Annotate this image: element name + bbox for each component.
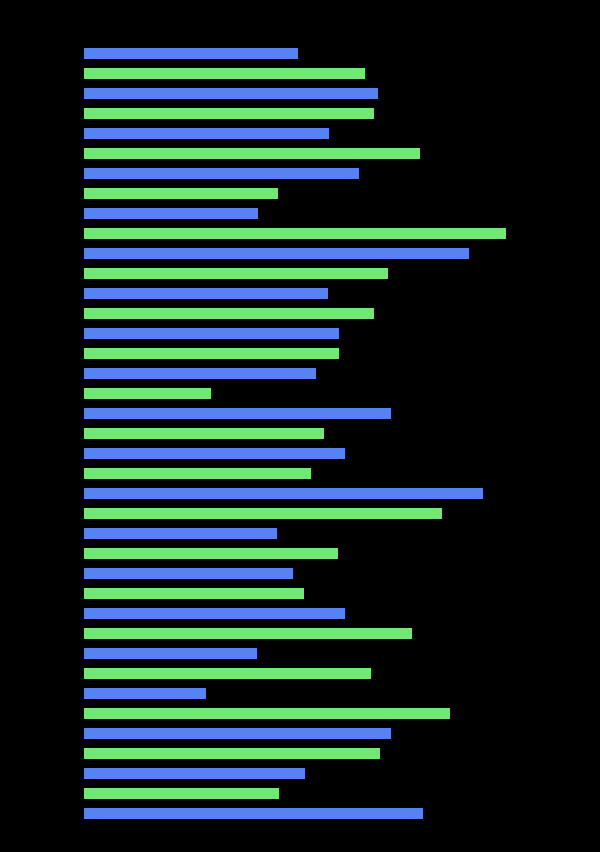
bar-15 — [84, 348, 339, 359]
bar-3 — [84, 108, 374, 119]
bar-17 — [84, 388, 211, 399]
bar-10 — [84, 248, 469, 259]
bar-24 — [84, 528, 277, 539]
bar-16 — [84, 368, 316, 379]
bar-25 — [84, 548, 338, 559]
bar-20 — [84, 448, 345, 459]
bar-33 — [84, 708, 450, 719]
bar-22 — [84, 488, 483, 499]
bar-0 — [84, 48, 298, 59]
bar-26 — [84, 568, 293, 579]
bar-11 — [84, 268, 388, 279]
bar-27 — [84, 588, 304, 599]
bar-34 — [84, 728, 391, 739]
bar-38 — [84, 808, 423, 819]
bar-28 — [84, 608, 345, 619]
bar-4 — [84, 128, 329, 139]
bar-32 — [84, 688, 206, 699]
bar-35 — [84, 748, 380, 759]
bar-13 — [84, 308, 374, 319]
bar-7 — [84, 188, 278, 199]
bar-30 — [84, 648, 257, 659]
bar-2 — [84, 88, 378, 99]
bar-chart — [0, 0, 600, 852]
bar-14 — [84, 328, 339, 339]
bar-21 — [84, 468, 311, 479]
bar-9 — [84, 228, 506, 239]
bar-31 — [84, 668, 371, 679]
bar-6 — [84, 168, 359, 179]
bar-19 — [84, 428, 324, 439]
bar-37 — [84, 788, 279, 799]
bar-1 — [84, 68, 365, 79]
bar-8 — [84, 208, 258, 219]
bar-18 — [84, 408, 391, 419]
bar-12 — [84, 288, 328, 299]
bar-36 — [84, 768, 305, 779]
bar-23 — [84, 508, 442, 519]
bar-29 — [84, 628, 412, 639]
bar-5 — [84, 148, 420, 159]
